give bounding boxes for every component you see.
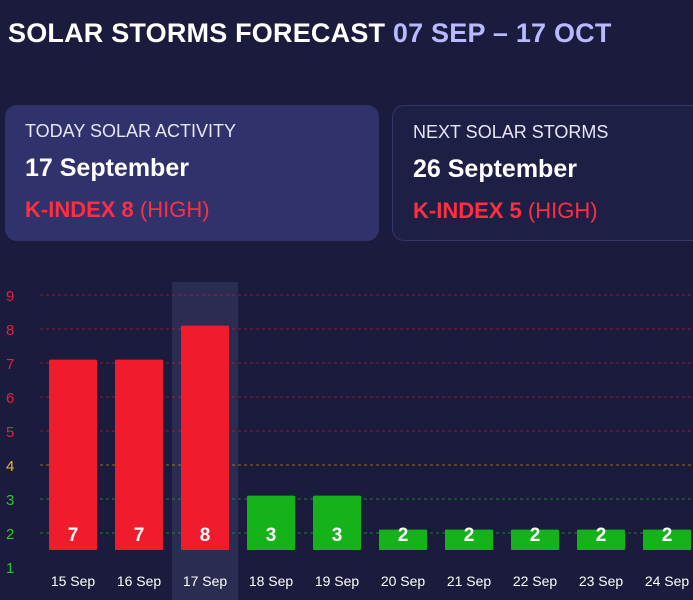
bar [643, 529, 691, 550]
bar-value-label: 7 [134, 525, 145, 546]
x-tick-label: 23 Sep [579, 573, 624, 589]
page-title: SOLAR STORMS FORECAST [8, 18, 386, 48]
bar [379, 529, 427, 550]
date-range: 07 SEP – 17 OCT [392, 18, 612, 48]
bar-value-label: 2 [464, 525, 475, 546]
x-tick-label: 19 Sep [315, 573, 360, 589]
bar-value-label: 2 [596, 525, 607, 546]
x-tick-label: 20 Sep [381, 573, 426, 589]
next-card-date: 26 September [413, 155, 577, 183]
bar-value-label: 3 [266, 525, 277, 546]
y-tick-label: 5 [6, 424, 14, 441]
today-card-date: 17 September [25, 154, 189, 182]
bar [577, 529, 625, 550]
y-tick-label: 8 [6, 322, 14, 339]
next-kindex-level: (HIGH) [527, 198, 598, 223]
y-tick-label: 9 [6, 288, 14, 305]
today-card-kindex: K-INDEX 8 (HIGH) [25, 197, 359, 223]
today-kindex-value: K-INDEX 8 [25, 197, 134, 222]
bar-value-label: 2 [662, 525, 673, 546]
bar-value-label: 3 [332, 525, 343, 546]
page-header: SOLAR STORMS FORECAST 07 SEP – 17 OCT [8, 18, 612, 49]
x-tick-label: 18 Sep [249, 573, 294, 589]
x-tick-label: 17 Sep [183, 573, 228, 589]
bar-value-label: 7 [68, 525, 79, 546]
y-tick-label: 6 [6, 390, 14, 407]
kindex-bar-chart: 1 2 3 4 5 6 7 8 9 7 15 Sep 7 16 Sep 8 17 Sep 3 18 Sep 3 19… [0, 270, 693, 600]
bar [247, 495, 295, 550]
bar [445, 529, 493, 550]
y-tick-label: 2 [6, 526, 14, 543]
y-tick-label: 7 [6, 356, 14, 373]
bar [115, 359, 163, 550]
bar-value-label: 2 [530, 525, 541, 546]
x-tick-label: 24 Sep [645, 573, 690, 589]
bar [181, 325, 229, 550]
bar [313, 495, 361, 550]
x-tick-label: 15 Sep [51, 573, 96, 589]
bar [49, 359, 97, 550]
next-card-kindex: K-INDEX 5 (HIGH) [413, 198, 691, 224]
x-tick-label: 22 Sep [513, 573, 558, 589]
x-tick-label: 21 Sep [447, 573, 492, 589]
today-activity-card[interactable]: TODAY SOLAR ACTIVITY 17 September K-INDE… [5, 105, 379, 241]
y-tick-label: 4 [6, 458, 14, 475]
bar-value-label: 2 [398, 525, 409, 546]
bar-value-label: 8 [200, 525, 211, 546]
chart-canvas: 1 2 3 4 5 6 7 8 9 7 15 Sep 7 16 Sep 8 17 Sep 3 18 Sep 3 19… [6, 282, 693, 600]
y-tick-label: 3 [6, 492, 14, 509]
next-kindex-value: K-INDEX 5 [413, 198, 522, 223]
today-kindex-level: (HIGH) [139, 197, 210, 222]
y-tick-label: 1 [6, 560, 14, 577]
today-card-label: TODAY SOLAR ACTIVITY [25, 121, 237, 141]
x-tick-label: 16 Sep [117, 573, 162, 589]
next-card-label: NEXT SOLAR STORMS [413, 122, 609, 142]
next-storm-card[interactable]: NEXT SOLAR STORMS 26 September K-INDEX 5… [392, 105, 693, 241]
bar [511, 529, 559, 550]
